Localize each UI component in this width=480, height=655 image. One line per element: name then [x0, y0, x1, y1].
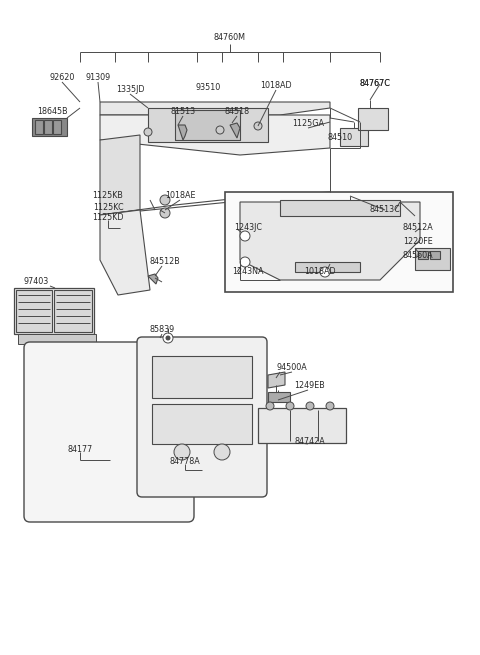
Circle shape: [266, 402, 274, 410]
Text: 84177: 84177: [67, 445, 93, 455]
Polygon shape: [240, 202, 420, 280]
Text: 1125KD: 1125KD: [92, 214, 124, 223]
Text: 1243JC: 1243JC: [234, 223, 262, 233]
Bar: [340, 128, 368, 146]
Polygon shape: [100, 115, 330, 155]
Text: 84767C: 84767C: [360, 79, 390, 88]
Text: 1018AD: 1018AD: [304, 267, 336, 276]
Text: 84512B: 84512B: [150, 257, 180, 267]
Bar: [35, 120, 43, 134]
Text: 84760M: 84760M: [214, 33, 246, 43]
Text: 1018AD: 1018AD: [260, 81, 292, 90]
Bar: [148, 108, 268, 142]
Bar: [418, 251, 428, 259]
Circle shape: [306, 402, 314, 410]
Text: 81513: 81513: [170, 107, 195, 117]
Bar: [430, 251, 440, 259]
Text: 84560A: 84560A: [403, 250, 433, 259]
Text: 1125GA: 1125GA: [292, 119, 324, 128]
Circle shape: [166, 336, 170, 340]
Bar: [358, 108, 388, 130]
Text: 91309: 91309: [85, 73, 110, 83]
Text: 84767C: 84767C: [360, 79, 390, 88]
Bar: [53, 120, 61, 134]
Text: 1335JD: 1335JD: [116, 86, 144, 94]
Text: 97403: 97403: [24, 278, 48, 286]
Text: 92620: 92620: [49, 73, 75, 83]
Text: 93510: 93510: [195, 83, 221, 92]
Polygon shape: [148, 274, 158, 284]
Text: 1249EB: 1249EB: [295, 381, 325, 390]
Text: 18645B: 18645B: [36, 107, 67, 117]
Bar: [14, 288, 94, 334]
Bar: [152, 356, 252, 398]
Text: 85839: 85839: [149, 326, 175, 335]
Circle shape: [160, 208, 170, 218]
Text: 84742A: 84742A: [295, 438, 325, 447]
Polygon shape: [230, 123, 240, 138]
Circle shape: [240, 257, 250, 267]
Bar: [268, 392, 290, 402]
Text: 1018AE: 1018AE: [165, 191, 195, 200]
Bar: [54, 290, 92, 332]
Circle shape: [320, 267, 330, 277]
Polygon shape: [268, 372, 285, 388]
Circle shape: [174, 444, 190, 460]
Bar: [18, 334, 96, 344]
Bar: [44, 120, 52, 134]
Bar: [280, 200, 400, 216]
Bar: [175, 110, 240, 140]
Circle shape: [240, 231, 250, 241]
Text: 84512A: 84512A: [403, 223, 433, 233]
Circle shape: [254, 122, 262, 130]
Text: 84518: 84518: [225, 107, 250, 117]
Polygon shape: [178, 125, 187, 140]
Polygon shape: [295, 262, 360, 272]
Bar: [415, 248, 450, 270]
Text: 84778A: 84778A: [169, 457, 200, 466]
Text: 94500A: 94500A: [276, 364, 307, 373]
Text: 84513C: 84513C: [370, 206, 400, 214]
FancyBboxPatch shape: [24, 342, 194, 522]
Bar: [225, 192, 453, 292]
Text: 1243NA: 1243NA: [232, 267, 264, 276]
Text: 1125KC: 1125KC: [93, 202, 123, 212]
Circle shape: [160, 195, 170, 205]
Bar: [152, 404, 252, 444]
Text: 1125KB: 1125KB: [93, 191, 123, 200]
Circle shape: [326, 402, 334, 410]
Circle shape: [144, 128, 152, 136]
Circle shape: [214, 444, 230, 460]
Circle shape: [216, 126, 224, 134]
Bar: [16, 290, 52, 332]
Circle shape: [286, 402, 294, 410]
Bar: [32, 118, 67, 136]
Polygon shape: [100, 102, 330, 115]
Bar: [258, 408, 346, 443]
Polygon shape: [100, 210, 150, 295]
Circle shape: [163, 333, 173, 343]
Text: 84510: 84510: [327, 134, 353, 143]
Polygon shape: [100, 135, 140, 215]
Text: 1220FE: 1220FE: [403, 238, 433, 246]
FancyBboxPatch shape: [137, 337, 267, 497]
